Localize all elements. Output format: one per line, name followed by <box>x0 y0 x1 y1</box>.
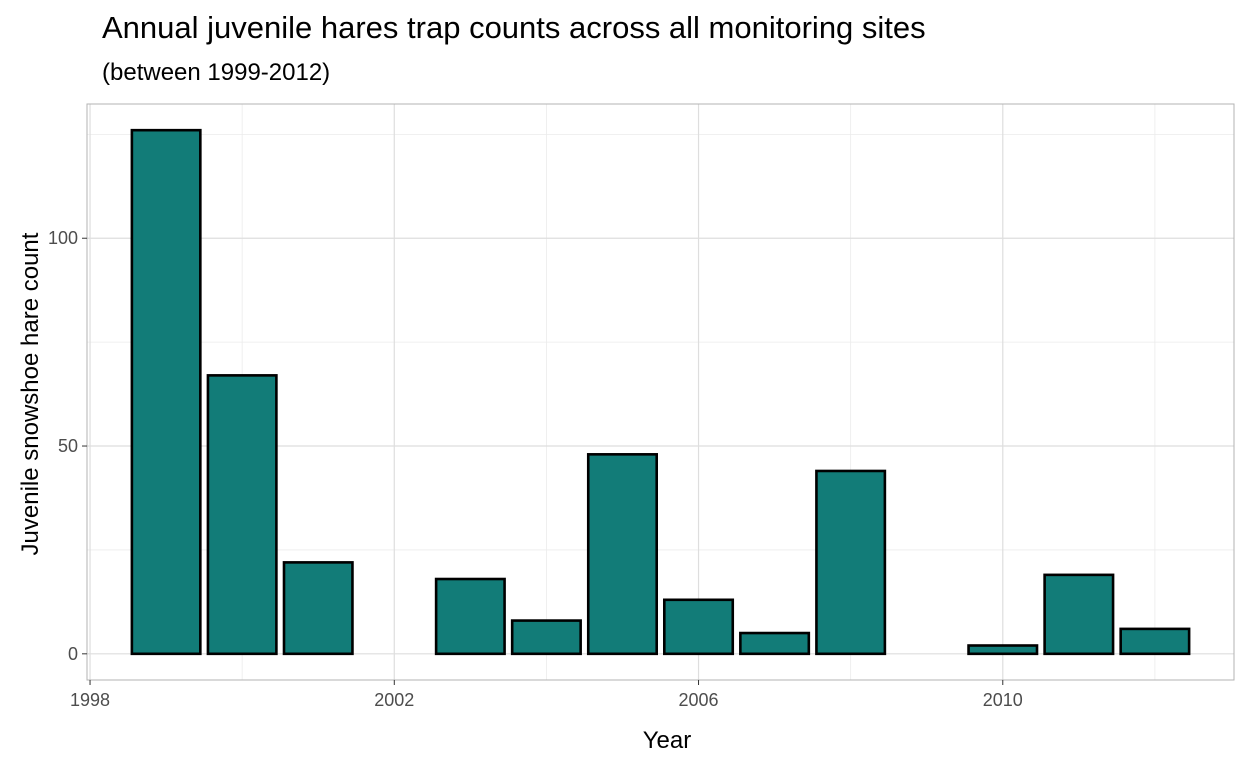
bar-2008 <box>815 469 887 656</box>
x-tick-label: 1998 <box>70 690 110 710</box>
chart-subtitle: (between 1999-2012) <box>102 59 331 86</box>
x-tick-label: 2010 <box>983 690 1023 710</box>
y-tick-label: 50 <box>58 436 78 456</box>
y-axis-title: Juvenile snowshoe hare count <box>17 232 44 555</box>
bar-2006 <box>663 598 735 656</box>
grid-lines <box>87 104 1234 680</box>
bar-1999 <box>130 128 202 656</box>
bar-2005 <box>586 453 658 656</box>
y-axis: 0 50 100 <box>48 228 87 664</box>
x-tick-label: 2002 <box>374 690 414 710</box>
bar-2011 <box>1043 573 1115 656</box>
x-tick-label: 2006 <box>679 690 719 710</box>
panel-border <box>86 103 1235 681</box>
x-axis: 1998 2002 2006 2010 <box>70 680 1023 710</box>
bar-2003 <box>434 577 506 656</box>
bar-2012 <box>1119 627 1191 656</box>
y-tick-label: 100 <box>48 228 78 248</box>
bar-2000 <box>206 374 278 656</box>
y-tick-label: 0 <box>68 644 78 664</box>
chart-title: Annual juvenile hares trap counts across… <box>102 10 926 45</box>
bar-2001 <box>282 561 354 656</box>
bar-2004 <box>510 619 582 656</box>
bar-2010 <box>967 644 1039 656</box>
bar-2007 <box>739 631 811 656</box>
bars <box>130 128 1191 656</box>
x-axis-title: Year <box>643 727 692 754</box>
